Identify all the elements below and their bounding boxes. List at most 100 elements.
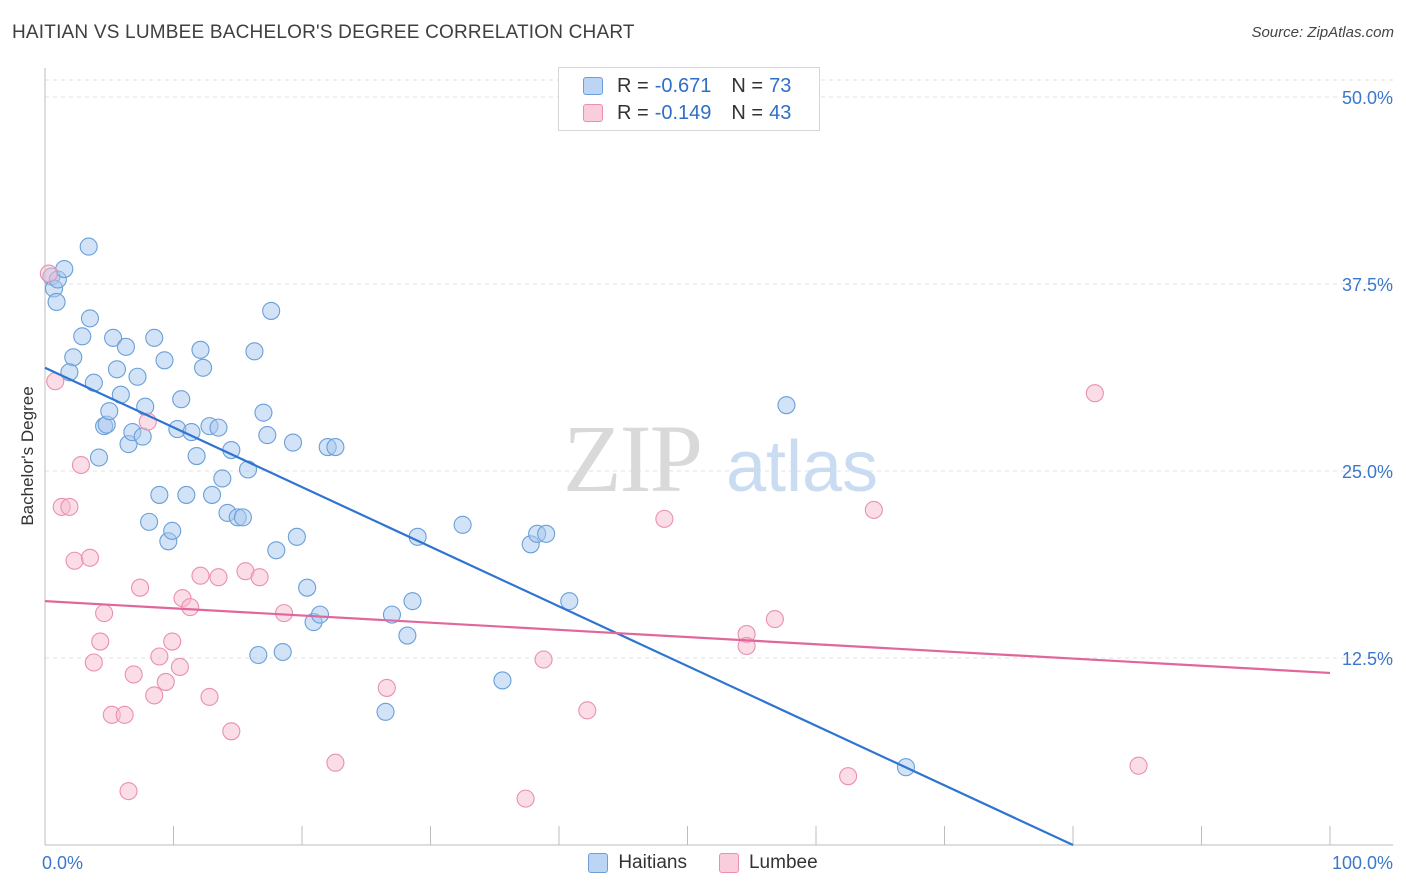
lumbee-legend-label: Lumbee: [748, 852, 818, 873]
lumbee-n-value: 43: [769, 101, 792, 124]
haitians-point: [172, 390, 191, 409]
y-tick-label: 25.0%: [1342, 462, 1393, 482]
watermark-atlas: atlas: [726, 427, 878, 507]
haitians-point: [107, 360, 127, 379]
lumbee-point: [181, 598, 200, 617]
lumbee-point: [60, 497, 79, 516]
haitians-point: [191, 340, 210, 359]
haitians-point: [64, 348, 83, 367]
haitians-point: [777, 396, 796, 415]
haitians-point: [128, 367, 147, 386]
haitians-point: [376, 702, 395, 721]
lumbee-point: [131, 578, 150, 597]
haitians-point: [209, 418, 228, 437]
lumbee-point: [377, 678, 396, 697]
lumbee-point: [765, 610, 784, 629]
haitians-point: [163, 521, 182, 540]
watermark-zip: ZIP: [563, 405, 701, 512]
axis-layer: [44, 68, 1393, 846]
series-legend: Haitians Lumbee: [0, 852, 1406, 874]
haitians-point: [283, 433, 303, 452]
haitians-point: [177, 485, 196, 504]
haitians-point: [187, 446, 206, 466]
haitians-swatch: [583, 77, 603, 95]
haitians-point: [453, 515, 472, 534]
haitians-point: [233, 508, 252, 527]
haitians-point: [140, 512, 159, 531]
haitians-point: [145, 328, 164, 347]
haitians-point: [310, 605, 330, 624]
haitians-point: [238, 460, 258, 479]
lumbee-point: [145, 686, 164, 705]
lumbee-point: [578, 701, 597, 720]
lumbee-point: [191, 566, 210, 585]
haitians-point: [116, 337, 136, 356]
legend-row-haitians: R = -0.671 N = 73: [583, 73, 791, 99]
lumbee-point: [200, 687, 219, 706]
correlation-legend: R = -0.671 N = 73 R = -0.149 N = 43: [558, 67, 820, 131]
lumbee-point: [534, 650, 553, 669]
lumbee-point: [209, 568, 228, 587]
haitians-point: [47, 292, 66, 312]
lumbee-point: [737, 636, 756, 656]
haitians-point: [55, 259, 74, 279]
lumbee-point: [95, 604, 114, 623]
haitians-point: [258, 426, 277, 445]
haitians-point: [249, 645, 268, 665]
lumbee-point: [170, 657, 189, 677]
haitians-point: [254, 403, 273, 422]
lumbee-point: [91, 632, 110, 651]
lumbee-point: [222, 722, 241, 741]
haitians-legend-label: Haitians: [618, 852, 687, 873]
haitians-r-label: R =: [617, 74, 649, 97]
haitians-point: [100, 402, 119, 421]
haitians-point: [326, 438, 345, 457]
haitians-n-value: 73: [769, 74, 792, 97]
lumbee-point: [864, 500, 883, 519]
haitians-point: [79, 237, 98, 256]
lumbee-swatch: [583, 104, 603, 122]
haitians-legend-swatch: [588, 853, 609, 873]
legend-item-haitians: Haitians: [588, 852, 687, 874]
lumbee-r-label: R =: [617, 101, 649, 124]
lumbee-legend-swatch: [718, 853, 739, 873]
y-tick-label: 50.0%: [1342, 88, 1393, 108]
lumbee-point: [115, 705, 134, 724]
chart-title: HAITIAN VS LUMBEE BACHELOR'S DEGREE CORR…: [12, 22, 635, 43]
lumbee-point: [65, 551, 84, 570]
haitians-trend-line: [44, 366, 1074, 846]
haitians-point: [155, 351, 174, 370]
y-axis-label: Bachelor's Degree: [18, 386, 37, 526]
lumbee-point: [250, 568, 269, 587]
legend-row-lumbee: R = -0.149 N = 43: [583, 100, 791, 126]
haitians-point: [287, 527, 306, 546]
haitians-n-label: N =: [731, 74, 764, 97]
source-label: Source: ZipAtlas.com: [1251, 24, 1394, 41]
haitians-point: [203, 485, 222, 504]
haitians-point: [398, 626, 417, 645]
lumbee-n-label: N =: [731, 101, 764, 124]
lumbee-r-value: -0.149: [654, 101, 712, 124]
x-tick-label-min: 0.0%: [42, 853, 83, 873]
haitians-point: [298, 578, 317, 597]
haitians-point: [403, 592, 422, 611]
haitians-point: [73, 327, 92, 346]
points-layer: [39, 237, 1148, 808]
lumbee-point: [516, 789, 535, 808]
lumbee-point: [124, 665, 143, 684]
x-tick-label-max: 100.0%: [1332, 853, 1393, 873]
haitians-point: [382, 605, 402, 624]
haitians-point: [537, 524, 556, 543]
lumbee-point: [1085, 384, 1104, 403]
trend-layer: [44, 366, 1331, 846]
lumbee-point: [71, 455, 91, 475]
haitians-point: [104, 328, 123, 347]
lumbee-trend-line: [44, 600, 1331, 675]
lumbee-point: [39, 264, 58, 283]
haitians-point: [213, 469, 232, 488]
haitians-point: [89, 448, 109, 467]
haitians-point: [262, 301, 281, 320]
lumbee-point: [839, 767, 858, 786]
haitians-point: [245, 342, 264, 361]
haitians-point: [194, 358, 213, 377]
